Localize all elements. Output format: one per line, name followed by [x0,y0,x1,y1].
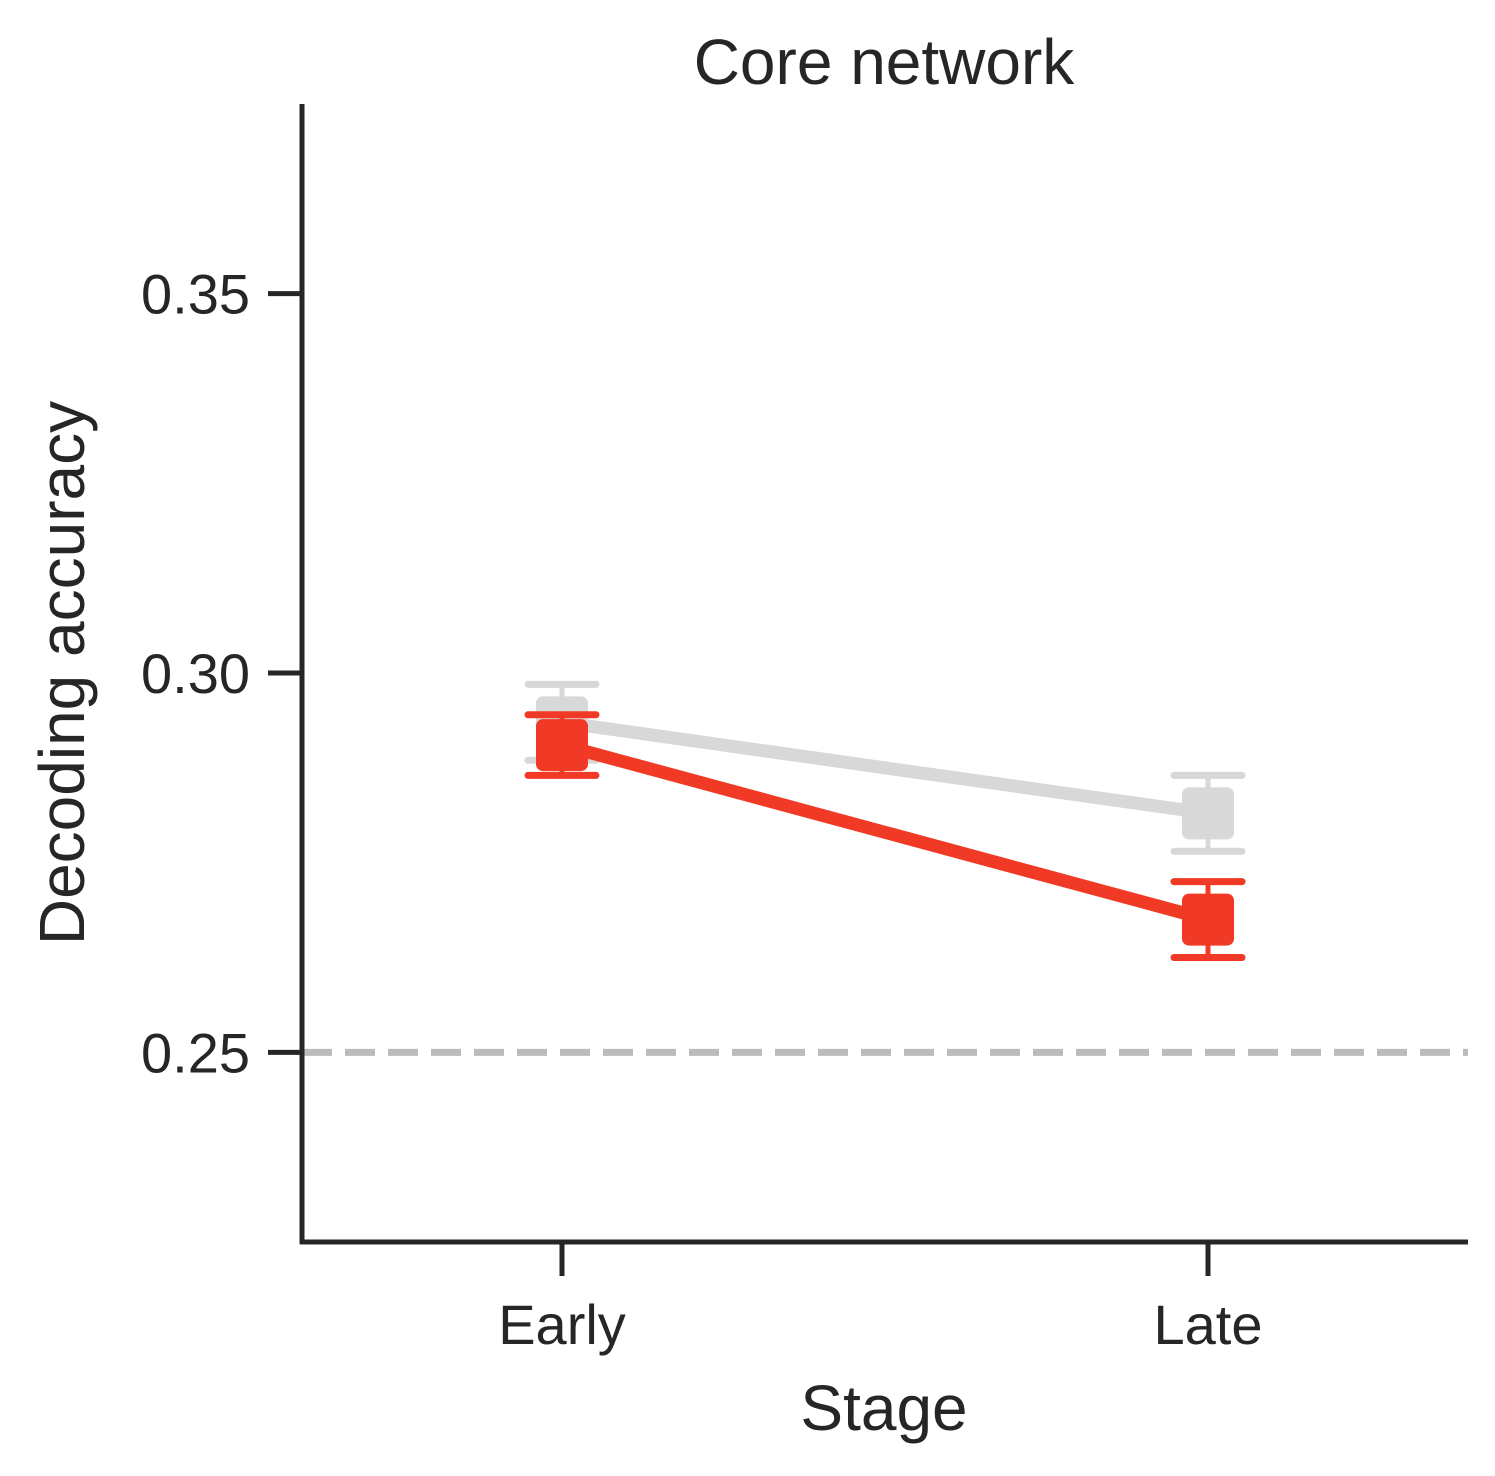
series-layer [524,680,1246,961]
y-tick-label: 0.25 [141,1021,250,1084]
y-axis-label: Decoding accuracy [26,401,98,945]
series-line [555,738,1215,927]
x-ticks: Early Late [498,1242,1263,1356]
y-tick-label: 0.30 [141,642,250,705]
data-point-marker [1182,787,1234,840]
data-point-marker [1182,893,1234,946]
series-line [555,715,1215,820]
chart-title: Core network [694,26,1076,98]
y-tick-label: 0.35 [141,263,250,326]
x-axis-label: Stage [800,1372,967,1444]
data-point-marker [536,719,588,772]
x-tick-label: Early [498,1293,626,1356]
y-ticks: 0.25 0.30 0.35 [141,263,302,1084]
x-tick-label: Late [1154,1293,1263,1356]
series-1 [524,711,1246,961]
